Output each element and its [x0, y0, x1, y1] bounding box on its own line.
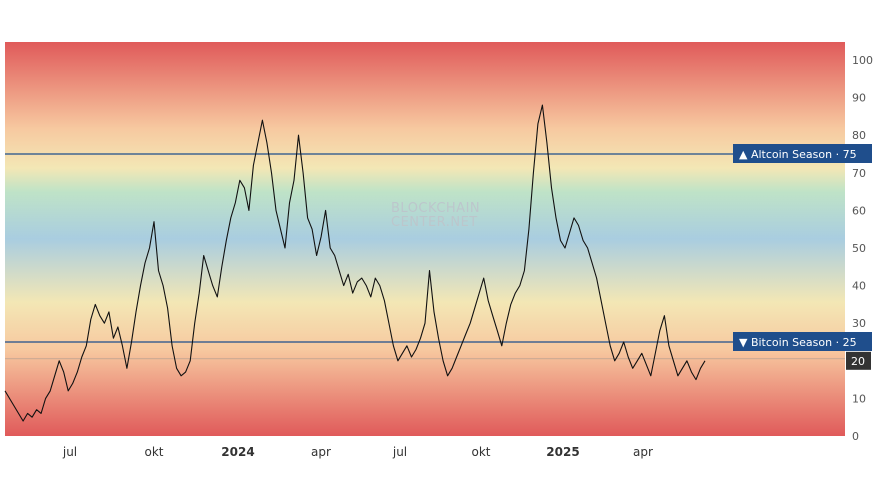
threshold-label-box — [733, 144, 872, 163]
series-layer — [4, 104, 706, 422]
x-tick-label: jul — [62, 445, 77, 459]
threshold-label-box — [733, 332, 872, 351]
x-tick-label: okt — [145, 445, 164, 459]
y-tick-label: 0 — [852, 430, 859, 443]
y-tick-label: 70 — [852, 167, 866, 180]
y-tick-label: 90 — [852, 92, 866, 105]
current-value-label: 20 — [851, 355, 865, 368]
y-tick-label: 60 — [852, 204, 866, 217]
threshold-label: ▼ Bitcoin Season · 25 — [739, 336, 857, 349]
series-line — [4, 104, 706, 422]
x-axis: jul okt 2024 apr jul okt 2025 apr — [62, 445, 653, 459]
x-tick-label: apr — [311, 445, 331, 459]
watermark: BLOCKCHAIN CENTER.NET — [391, 201, 480, 230]
x-tick-label: okt — [472, 445, 491, 459]
current-value-box — [846, 351, 871, 370]
current-value-marker: 20 — [846, 351, 871, 370]
x-tick-label: 2024 — [221, 445, 254, 459]
threshold-label: ▲ Altcoin Season · 75 — [739, 148, 857, 161]
y-tick-label: 50 — [852, 242, 866, 255]
plot-background — [5, 42, 845, 436]
watermark-line-1: BLOCKCHAIN — [391, 201, 480, 216]
x-tick-label: apr — [633, 445, 653, 459]
y-tick-label: 100 — [852, 54, 873, 67]
y-tick-label: 30 — [852, 317, 866, 330]
y-axis: 1009080706050403020100 — [852, 54, 873, 443]
y-tick-label: 10 — [852, 392, 866, 405]
y-tick-label: 80 — [852, 129, 866, 142]
x-tick-label: jul — [392, 445, 407, 459]
watermark-line-2: CENTER.NET — [391, 215, 478, 230]
y-tick-label: 40 — [852, 280, 866, 293]
x-tick-label: 2025 — [546, 445, 579, 459]
threshold-lines — [5, 153, 845, 343]
threshold-labels: ▲ Altcoin Season · 75 ▼ Bitcoin Season · … — [733, 144, 872, 351]
